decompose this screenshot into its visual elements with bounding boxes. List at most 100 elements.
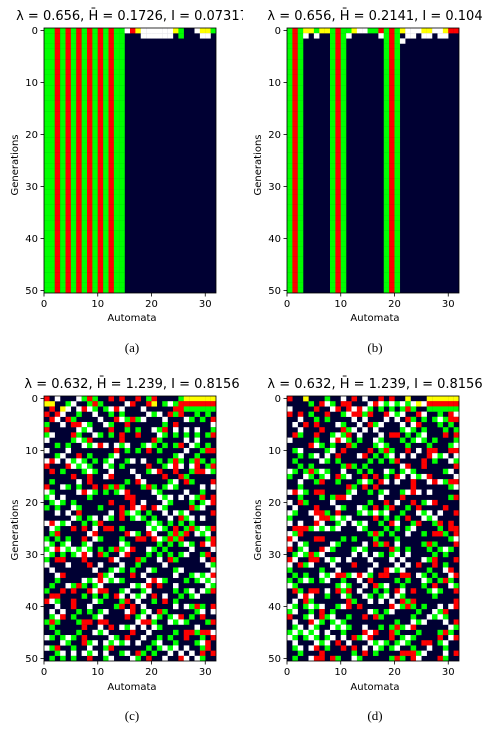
heatmap-cell: [113, 74, 120, 81]
heatmap-cell: [44, 43, 50, 49]
heatmap-cell: [54, 277, 61, 283]
heatmap-cell: [367, 510, 374, 516]
heatmap-cell: [189, 588, 195, 594]
heatmap-cell: [103, 173, 109, 179]
heatmap-cell: [410, 484, 417, 490]
heatmap-cell: [60, 251, 66, 257]
heatmap-cell: [92, 33, 98, 39]
heatmap-cell: [194, 411, 201, 417]
heatmap-cell: [199, 572, 206, 579]
heatmap-cell: [287, 137, 293, 143]
heatmap-cell: [76, 267, 82, 273]
heatmap-cell: [81, 468, 88, 475]
heatmap-cell: [340, 619, 347, 625]
heatmap-cell: [70, 598, 77, 604]
heatmap-cell: [199, 447, 206, 454]
heatmap-cell: [119, 510, 125, 516]
heatmap-cell: [146, 546, 152, 553]
heatmap-cell: [297, 152, 304, 159]
heatmap-cell: [183, 541, 190, 547]
heatmap-cell: [383, 416, 390, 423]
heatmap-cell: [113, 137, 120, 143]
heatmap-cell: [183, 629, 190, 636]
heatmap-cell: [119, 137, 125, 143]
heatmap-cell: [65, 85, 72, 91]
heatmap-cell: [389, 121, 395, 127]
heatmap-cell: [108, 453, 115, 459]
heatmap-cell: [119, 536, 125, 542]
heatmap-cell: [399, 28, 406, 34]
heatmap-cell: [97, 121, 104, 127]
heatmap-cell: [92, 267, 98, 273]
heatmap-cell: [76, 33, 82, 39]
heatmap-cell: [156, 28, 163, 34]
heatmap-cell: [124, 635, 131, 641]
heatmap-cell: [92, 614, 98, 620]
heatmap-cell: [340, 572, 347, 579]
heatmap-cell: [151, 28, 158, 34]
heatmap-cell: [383, 38, 390, 44]
heatmap-cell: [44, 396, 50, 402]
heatmap-cell: [146, 531, 152, 537]
heatmap-cell: [287, 95, 293, 101]
heatmap-cell: [97, 241, 104, 247]
heatmap-cell: [335, 510, 341, 516]
heatmap-cell: [394, 577, 401, 584]
heatmap-cell: [362, 572, 368, 579]
heatmap-cell: [340, 396, 347, 402]
heatmap-cell: [303, 614, 309, 620]
x-tick-label: 20: [388, 667, 401, 678]
heatmap-cell: [92, 567, 98, 573]
heatmap-cell: [373, 510, 379, 516]
heatmap-cell: [92, 220, 98, 226]
heatmap-cell: [60, 256, 66, 262]
heatmap-cell: [97, 619, 104, 625]
heatmap-cell: [351, 411, 358, 417]
heatmap-cell: [448, 635, 454, 641]
heatmap-cell: [297, 645, 304, 651]
heatmap-cell: [103, 126, 109, 133]
heatmap-cell: [313, 505, 320, 511]
heatmap-cell: [49, 173, 55, 179]
heatmap-cell: [205, 447, 211, 454]
heatmap-cell: [410, 453, 417, 459]
heatmap-cell: [81, 551, 88, 558]
heatmap-cell: [60, 572, 66, 579]
heatmap-cell: [119, 90, 125, 96]
heatmap-cell: [49, 241, 55, 247]
heatmap-cell: [340, 230, 347, 236]
heatmap-cell: [87, 100, 93, 107]
heatmap-cell: [54, 531, 61, 537]
heatmap-cell: [292, 619, 298, 625]
heatmap-cell: [297, 126, 304, 133]
heatmap-cell: [330, 624, 336, 630]
heatmap-cell: [335, 79, 341, 86]
heatmap-cell: [60, 551, 66, 558]
heatmap-cell: [373, 609, 379, 615]
heatmap-cell: [330, 287, 336, 294]
heatmap-cell: [389, 168, 395, 174]
heatmap-cell: [308, 473, 315, 480]
heatmap-cell: [44, 105, 50, 112]
heatmap-cell: [60, 650, 66, 656]
heatmap-cell: [340, 645, 347, 651]
heatmap-cell: [54, 650, 61, 656]
heatmap-cell: [319, 458, 325, 464]
heatmap-cell: [60, 246, 66, 252]
heatmap-cell: [340, 603, 347, 610]
heatmap-cell: [373, 640, 379, 646]
heatmap-cell: [362, 484, 368, 490]
heatmap-cell: [335, 567, 341, 573]
heatmap-cell: [340, 215, 347, 221]
heatmap-cell: [335, 267, 341, 273]
heatmap-cell: [319, 546, 325, 553]
heatmap-cell: [308, 411, 315, 417]
heatmap-cell: [448, 416, 454, 423]
heatmap-cell: [173, 458, 179, 464]
heatmap-cell: [87, 427, 93, 433]
heatmap-cell: [442, 567, 449, 573]
heatmap-cell: [173, 645, 179, 651]
heatmap-cell: [394, 230, 401, 236]
heatmap-cell: [453, 557, 460, 563]
heatmap-cell: [313, 588, 320, 594]
